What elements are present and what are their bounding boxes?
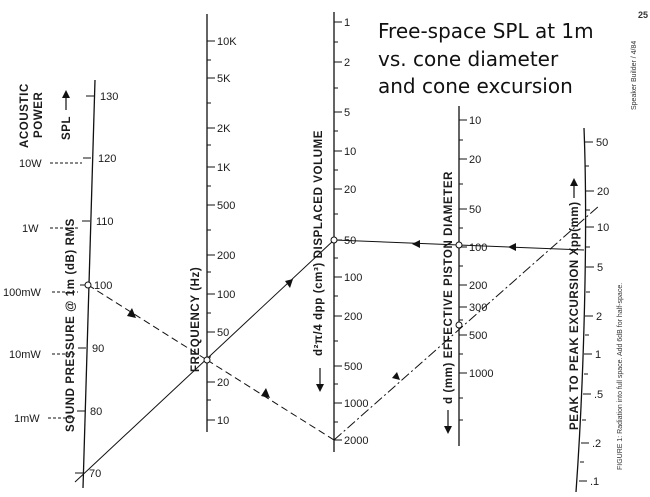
vol-label-100: 100 [344, 272, 362, 284]
dia-label-200: 200 [469, 280, 487, 292]
volume-down-arrow-icon [316, 368, 324, 392]
dia-label-1000: 1000 [469, 368, 493, 380]
excursion-axis-line [575, 127, 587, 493]
exc-label-1: 1 [595, 349, 601, 361]
power-label-10w: 10W [19, 158, 42, 170]
spl-scale: 130 120 110 100 90 80 70 10W 1W 100mW 10… [3, 79, 118, 489]
power-label-10mw: 10mW [9, 349, 41, 361]
vol-label-2: 2 [344, 57, 350, 69]
spl-label-130: 130 [100, 91, 118, 103]
arrow-pivot-to-volume-icon [285, 279, 293, 288]
vol-label-2000: 2000 [344, 435, 368, 447]
spl-label-70: 70 [89, 468, 101, 480]
frequency-axis-title: FREQUENCY (Hz) [190, 267, 202, 372]
vol-label-500: 500 [344, 361, 362, 373]
marker-diameter-500 [455, 321, 463, 329]
excursion-scale: 50 20 10 5 2 1 .5 .2 .1 PEAK TO PEAK EXC… [569, 127, 609, 493]
spl-label-120: 120 [98, 153, 116, 165]
power-label-1w: 1W [22, 223, 39, 235]
power-title-line-1: ACOUSTIC [19, 83, 31, 148]
freq-label-100: 100 [217, 289, 235, 301]
volume-axis-title: d²π/4 dpp (cm³) DISPLACED VOLUME [313, 130, 325, 356]
spl-label-110: 110 [96, 216, 114, 228]
exc-label-10: 10 [597, 222, 609, 234]
dia-label-100: 100 [469, 242, 487, 254]
title-line-1: Free-space SPL at 1m [378, 19, 594, 43]
arrow-spl-to-pivot-icon [127, 308, 136, 318]
diameter-axis-title: d (mm) EFFECTIVE PISTON DIAMETER [443, 171, 455, 404]
exc-label-01: .1 [590, 476, 599, 488]
freq-label-500: 500 [217, 200, 235, 212]
dashed-line-spl-to-pivot [87, 284, 208, 361]
intersection-markers [84, 236, 463, 364]
spl-label-80: 80 [90, 406, 102, 418]
spl-label-90: 90 [92, 343, 104, 355]
excursion-up-arrow-icon [570, 178, 578, 198]
frequency-scale: 10K 5K 2K 1K 500 200 100 50 20 10 FREQUE… [190, 14, 237, 432]
freq-label-200: 200 [217, 250, 235, 262]
dia-label-10: 10 [469, 115, 481, 127]
freq-label-10: 10 [217, 415, 229, 427]
marker-diameter-100 [455, 241, 463, 249]
figure-caption: FIGURE 1: Radiation into full space. Add… [617, 283, 624, 470]
dashed-line-pivot-to-volume [206, 359, 335, 441]
dia-label-20: 20 [469, 154, 481, 166]
volume-scale: 1 2 5 10 20 50 100 200 500 1000 2000 d²π… [313, 12, 368, 452]
diagram-title: Free-space SPL at 1m vs. cone diameter a… [378, 19, 594, 98]
exc-label-50: 50 [596, 137, 608, 149]
power-label-100mw: 100mW [3, 287, 42, 299]
dashdot-line-volume-to-excursion [333, 204, 601, 441]
freq-label-2k: 2K [217, 123, 231, 135]
vol-label-5: 5 [344, 107, 350, 119]
freq-label-5k: 5K [217, 73, 231, 85]
diameter-scale: 10 20 50 100 200 300 500 1000 d (mm) EFF… [443, 106, 493, 446]
diameter-down-arrow-icon [444, 410, 452, 434]
exc-label-20: 20 [597, 186, 609, 198]
spl-label-100: 100 [94, 280, 112, 292]
dia-label-300: 300 [469, 302, 487, 314]
spl-top-label: SPL [61, 116, 73, 140]
arrow-volume-up-icon [392, 372, 400, 380]
magazine-credit: Speaker Builder / 4/84 [631, 41, 638, 110]
exc-label-02: .2 [592, 438, 601, 450]
marker-spl [84, 281, 92, 289]
vol-label-200: 200 [344, 311, 362, 323]
power-title-line-2: POWER [33, 91, 45, 138]
marker-frequency-pivot [203, 356, 211, 364]
arrow-left-to-diameter-icon [508, 243, 516, 251]
dia-label-50: 50 [469, 204, 481, 216]
line-arrows [127, 240, 516, 398]
freq-label-1k: 1K [217, 162, 231, 174]
spl-up-arrow-icon [62, 90, 70, 110]
vol-label-20: 20 [344, 184, 356, 196]
vol-label-1000: 1000 [344, 398, 368, 410]
power-label-1mw: 1mW [14, 413, 40, 425]
arrow-pivot-down-icon [261, 388, 270, 398]
vol-label-1: 1 [344, 17, 350, 29]
dia-label-500: 500 [469, 330, 487, 342]
arrow-left-to-volume-icon [412, 240, 420, 248]
title-line-2: vs. cone diameter [378, 47, 559, 71]
freq-label-20: 20 [217, 377, 229, 389]
vol-label-10: 10 [344, 146, 356, 158]
freq-label-50: 50 [217, 327, 229, 339]
spl-axis-title: SOUND PRESSURE @ 1m (dB) RMS [65, 218, 77, 432]
excursion-axis-title: PEAK TO PEAK EXCURSION Xpp(mm) [569, 201, 581, 430]
freq-label-10k: 10K [217, 36, 237, 48]
exc-label-5: 5 [597, 262, 603, 274]
exc-label-2: 2 [596, 311, 602, 323]
exc-label-05: .5 [594, 389, 603, 401]
title-line-3: and cone excursion [378, 74, 573, 98]
marker-volume-50 [330, 236, 338, 244]
page-number: 25 [638, 10, 648, 20]
